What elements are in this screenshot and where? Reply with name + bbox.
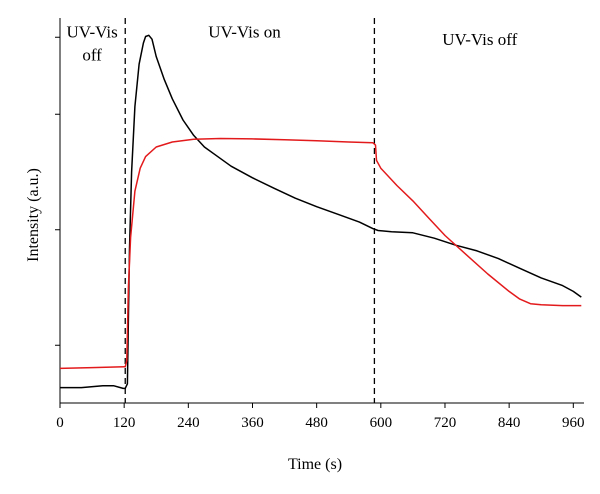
series-group bbox=[59, 34, 582, 390]
x-tick-label: 840 bbox=[498, 415, 521, 431]
x-tick-label: 600 bbox=[370, 415, 393, 431]
x-tick-label: 480 bbox=[305, 415, 328, 431]
x-tick-label: 120 bbox=[113, 415, 136, 431]
series-line-1 bbox=[60, 34, 582, 390]
y-tick-group bbox=[55, 36, 60, 346]
phase-divider-group bbox=[124, 18, 376, 403]
x-tick-label: 960 bbox=[562, 415, 585, 431]
region-label: UV-Vis off bbox=[442, 30, 517, 49]
region-label-group: UV-Vis off UV-Vis on UV-Vis off bbox=[66, 22, 517, 64]
x-tick-label: 0 bbox=[56, 415, 64, 431]
x-axis-title: Time (s) bbox=[288, 456, 342, 473]
region-label: UV-Vis on bbox=[208, 22, 281, 41]
x-tick-group: 0 120 240 360 480 600 720 840 960 bbox=[56, 403, 585, 431]
series-line-2 bbox=[59, 137, 582, 370]
plot-area bbox=[59, 18, 584, 404]
x-tick-label: 720 bbox=[434, 415, 457, 431]
y-axis-title: Intensity (a.u.) bbox=[25, 168, 42, 262]
region-label: UV-Vis bbox=[66, 22, 117, 41]
region-label: off bbox=[82, 45, 102, 64]
x-tick-label: 240 bbox=[177, 415, 200, 431]
x-tick-label: 360 bbox=[241, 415, 264, 431]
